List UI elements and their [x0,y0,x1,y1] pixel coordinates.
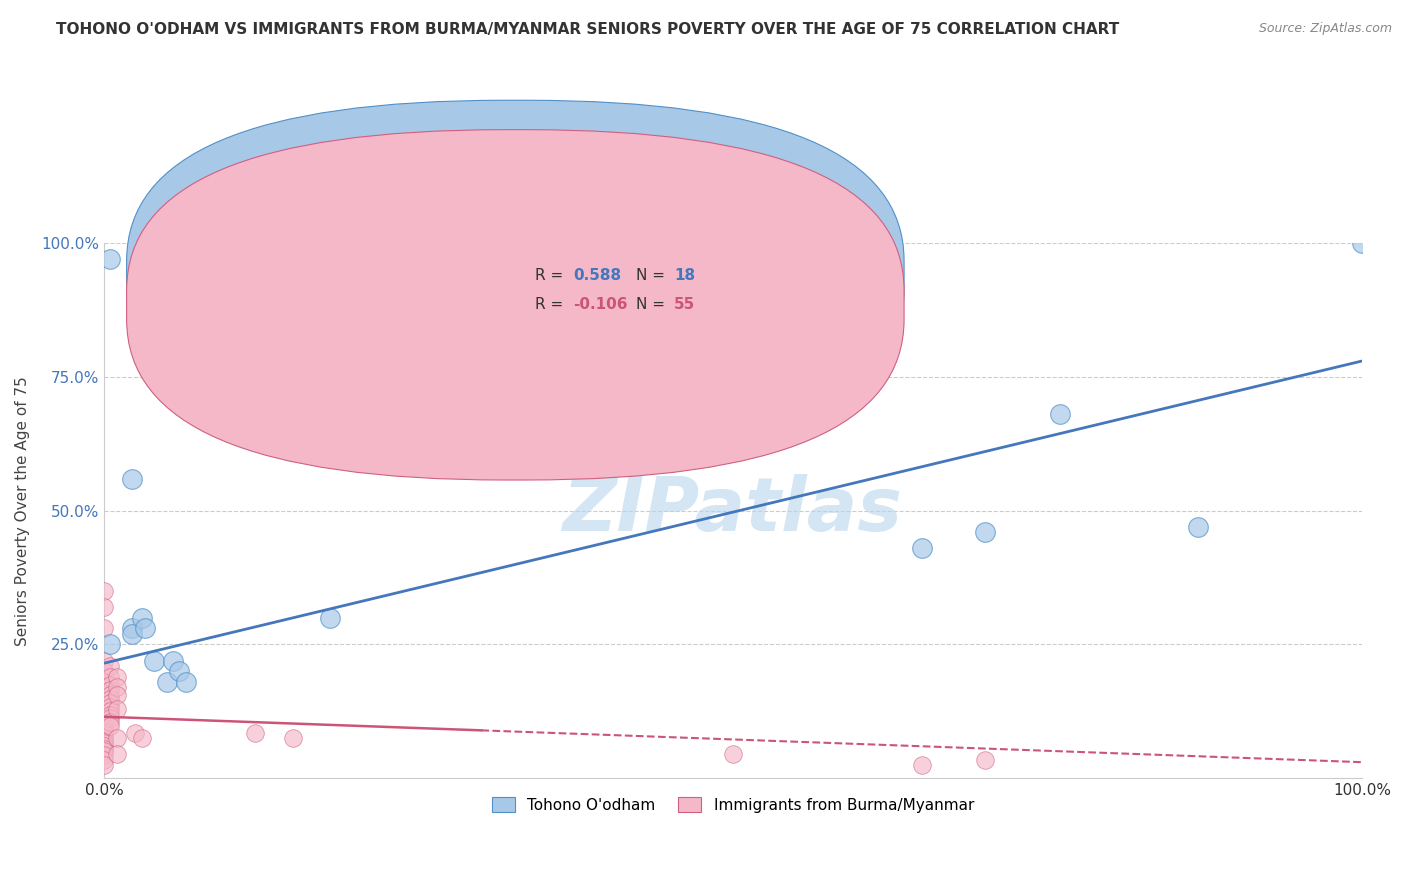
Text: N =: N = [636,268,671,283]
Point [93,692,115,706]
Point [93,736,115,750]
Point [93,706,115,721]
Point [1187,520,1209,534]
Point [143,654,166,668]
Text: TOHONO O'ODHAM VS IMMIGRANTS FROM BURMA/MYANMAR SENIORS POVERTY OVER THE AGE OF : TOHONO O'ODHAM VS IMMIGRANTS FROM BURMA/… [56,22,1119,37]
Point [93,665,115,679]
Point [281,731,304,745]
Text: 18: 18 [673,268,695,283]
Point [98,659,121,673]
Point [121,622,143,636]
Point [98,683,121,698]
Point [105,681,128,695]
Point [98,692,121,706]
Point [105,731,128,745]
Point [93,622,115,636]
Point [162,654,184,668]
Point [105,747,128,761]
Text: R =: R = [536,297,568,312]
Point [98,719,121,733]
Point [98,696,121,710]
Point [121,627,143,641]
Point [93,717,115,731]
Point [121,472,143,486]
Point [93,714,115,728]
Point [169,665,191,679]
Point [93,757,115,772]
Text: Source: ZipAtlas.com: Source: ZipAtlas.com [1258,22,1392,36]
Point [93,675,115,690]
Text: 0.588: 0.588 [574,268,621,283]
Point [1351,236,1374,251]
Point [93,721,115,735]
Point [98,700,121,714]
Text: ZIPatlas: ZIPatlas [562,475,903,548]
Legend: Tohono O'odham, Immigrants from Burma/Myanmar: Tohono O'odham, Immigrants from Burma/My… [486,790,980,819]
Point [93,747,115,762]
Point [98,707,121,722]
FancyBboxPatch shape [127,129,904,480]
Point [131,611,153,625]
Point [93,739,115,753]
Point [93,686,115,700]
Point [156,675,179,690]
Point [131,731,153,745]
Point [93,700,115,714]
FancyBboxPatch shape [481,254,740,332]
Point [93,689,115,703]
Text: 55: 55 [673,297,695,312]
Point [973,525,995,540]
Point [93,704,115,718]
Point [319,611,342,625]
Point [93,654,115,668]
Point [98,670,121,684]
Point [93,731,115,745]
Point [93,681,115,695]
Point [93,727,115,741]
Point [973,752,995,766]
Point [98,689,121,703]
Point [174,675,197,690]
Point [134,622,156,636]
Point [721,747,744,761]
Point [105,689,128,703]
Point [93,741,115,756]
FancyBboxPatch shape [127,100,904,450]
Point [98,711,121,725]
Point [93,752,115,766]
Y-axis label: Seniors Poverty Over the Age of 75: Seniors Poverty Over the Age of 75 [15,376,30,646]
Point [93,600,115,615]
Point [98,678,121,692]
Point [98,638,121,652]
Point [93,733,115,747]
Point [98,714,121,729]
Point [93,584,115,599]
Point [105,670,128,684]
Point [1049,408,1071,422]
Point [98,252,121,267]
Point [911,541,934,556]
Point [93,696,115,710]
Text: N =: N = [636,297,671,312]
Point [124,725,146,739]
Point [93,744,115,758]
Point [243,725,266,739]
Text: R =: R = [536,268,568,283]
Point [98,704,121,718]
Point [911,757,934,772]
Point [105,701,128,715]
Point [93,711,115,725]
Point [93,724,115,739]
Text: -0.106: -0.106 [574,297,627,312]
